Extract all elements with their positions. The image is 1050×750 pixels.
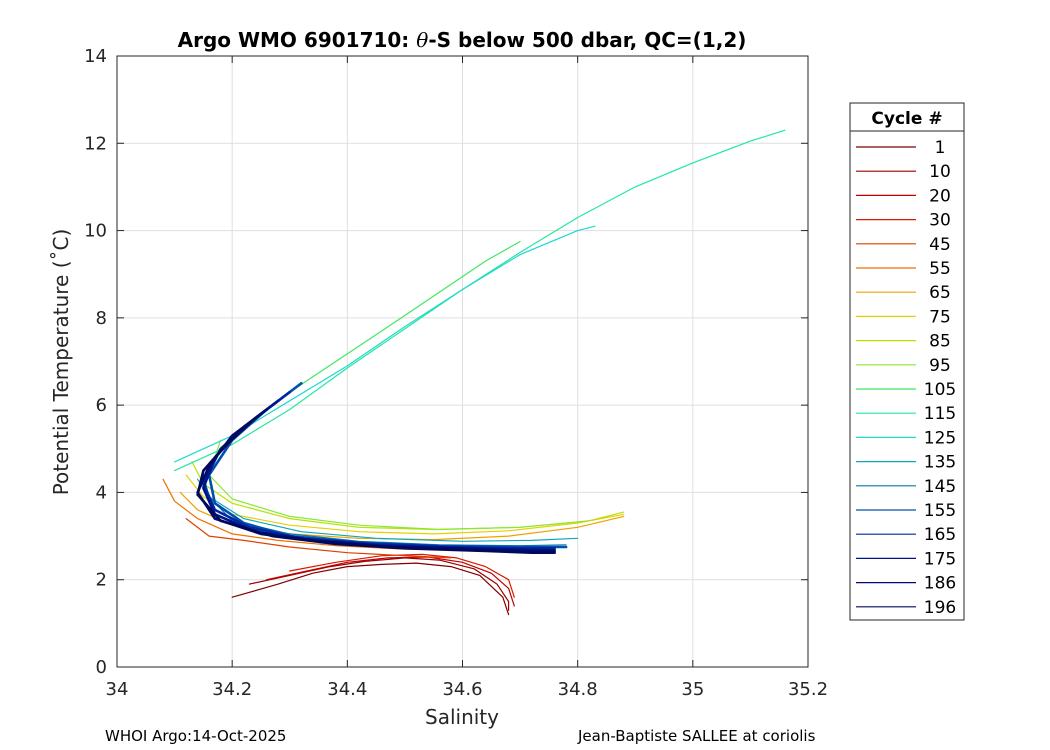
y-tick-label: 10 bbox=[84, 221, 107, 242]
series-line bbox=[231, 562, 510, 616]
legend-entry-label: 125 bbox=[924, 428, 956, 448]
legend-entry-label: 145 bbox=[924, 477, 956, 497]
series-line bbox=[248, 557, 510, 611]
y-tick-label: 14 bbox=[84, 46, 107, 67]
legend-entry-label: 1 bbox=[935, 138, 946, 158]
legend-entry-label: 186 bbox=[924, 574, 956, 594]
series-line bbox=[289, 553, 515, 598]
legend: Cycle # 11020304555657585951051151251351… bbox=[849, 102, 965, 621]
series-lines bbox=[162, 129, 786, 616]
grid-lines bbox=[117, 56, 808, 667]
x-tick-label: 34 bbox=[106, 679, 129, 700]
legend-entry-label: 175 bbox=[924, 549, 956, 569]
legend-entry-label: 30 bbox=[929, 211, 951, 231]
y-tick-label: 8 bbox=[96, 308, 107, 329]
y-tick-label: 12 bbox=[84, 133, 107, 154]
legend-entry-label: 105 bbox=[924, 380, 956, 400]
legend-entry-label: 45 bbox=[929, 235, 951, 255]
legend-entry-label: 135 bbox=[924, 453, 956, 473]
legend-items: 1 10 20 30 45 55 65 75 85 95 105 115 125 135 145 155 165… bbox=[856, 138, 956, 618]
x-tick-label: 34.6 bbox=[442, 679, 482, 700]
x-tick-label: 35.2 bbox=[788, 679, 828, 700]
y-axis-label: Potential Temperature (˚C) bbox=[49, 229, 73, 496]
y-tick-label: 2 bbox=[96, 570, 107, 591]
legend-entry-label: 65 bbox=[929, 283, 951, 303]
legend-entry-label: 95 bbox=[929, 356, 951, 376]
y-axis-ticks: 0 2 4 6 8 10 12 14 bbox=[84, 46, 808, 678]
chart-title-theta: θ bbox=[416, 28, 428, 52]
y-tick-label: 6 bbox=[96, 395, 107, 416]
legend-entry-label: 196 bbox=[924, 598, 956, 618]
plot-area: 34 34.2 34.4 34.6 34.8 35 35.2 0 2 4 6 8 10 12 14 bbox=[84, 46, 828, 700]
series-line bbox=[174, 129, 786, 472]
x-axis-label: Salinity bbox=[425, 705, 499, 729]
x-tick-label: 34.2 bbox=[212, 679, 252, 700]
chart-title: Argo WMO 6901710: θ-S below 500 dbar, QC… bbox=[178, 28, 747, 52]
legend-entry-label: 55 bbox=[929, 259, 951, 279]
series-line bbox=[208, 439, 590, 531]
y-tick-label: 0 bbox=[96, 657, 107, 678]
legend-title: Cycle # bbox=[871, 109, 942, 129]
legend-entry-label: 155 bbox=[924, 501, 956, 521]
legend-entry-label: 165 bbox=[924, 525, 956, 545]
footer-right: Jean-Baptiste SALLEE at coriolis bbox=[577, 727, 816, 745]
y-tick-label: 4 bbox=[96, 482, 107, 503]
series-line bbox=[185, 517, 452, 559]
x-tick-label: 35 bbox=[681, 679, 704, 700]
chart-title-prefix: Argo WMO 6901710: bbox=[178, 28, 417, 52]
x-axis-ticks: 34 34.2 34.4 34.6 34.8 35 35.2 bbox=[106, 56, 828, 700]
legend-entry-label: 75 bbox=[929, 307, 951, 327]
series-line bbox=[196, 416, 556, 555]
chart-title-suffix: -S below 500 dbar, QC=(1,2) bbox=[428, 28, 746, 52]
x-tick-label: 34.8 bbox=[558, 679, 598, 700]
series-line bbox=[179, 491, 625, 541]
legend-entry-label: 20 bbox=[929, 186, 951, 206]
footer-left: WHOI Argo:14-Oct-2025 bbox=[105, 727, 286, 745]
x-tick-label: 34.4 bbox=[327, 679, 367, 700]
legend-entry-label: 115 bbox=[924, 404, 956, 424]
legend-entry-label: 85 bbox=[929, 332, 951, 352]
series-line bbox=[202, 474, 567, 547]
legend-entry-label: 10 bbox=[929, 162, 951, 182]
